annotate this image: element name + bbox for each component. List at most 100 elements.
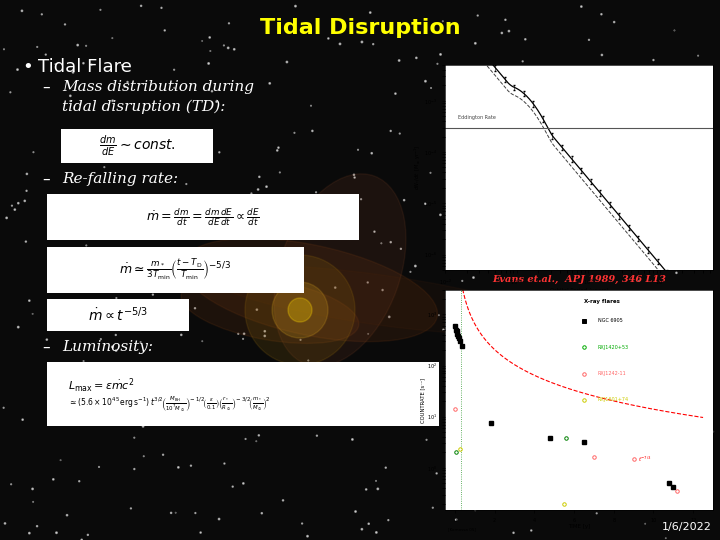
Point (697, 65, 708, 73)
Text: $\dot{m} = \frac{dm}{dt} = \frac{dm\,dE}{dE\,dt} \propto \frac{dE}{dt}$: $\dot{m} = \frac{dm}{dt} = \frac{dm\,dE}… (146, 206, 260, 228)
Point (95, 335, 107, 343)
Point (107, 342, 118, 351)
Point (27, 484, 38, 493)
Point (119, 270, 130, 279)
Point (435, 50, 446, 59)
Point (395, 245, 407, 253)
Circle shape (288, 298, 312, 322)
Text: X-ray flares: X-ray flares (585, 299, 620, 304)
Point (220, 225, 232, 233)
Point (690, 89, 702, 97)
Point (500, 16, 511, 24)
Point (233, 329, 244, 338)
Point (302, 356, 314, 365)
Point (253, 172, 265, 181)
Point (658, 480, 670, 488)
Point (363, 519, 374, 528)
Point (204, 33, 215, 42)
Point (640, 359, 652, 367)
Point (61, 511, 73, 519)
Point (652, 258, 663, 266)
Point (528, 493, 539, 502)
Point (410, 262, 421, 271)
Point (174, 262, 185, 271)
Point (154, 372, 166, 380)
Point (591, 509, 603, 518)
Point (159, 26, 171, 35)
Point (575, 2, 587, 11)
Point (167, 285, 179, 294)
Point (642, 299, 653, 307)
Point (176, 330, 187, 339)
Point (294, 335, 306, 344)
Point (468, 273, 480, 282)
Point (607, 91, 618, 100)
Text: 1/6/2022: 1/6/2022 (662, 522, 712, 532)
Text: –: – (42, 172, 50, 187)
Point (405, 267, 416, 276)
Point (443, 422, 454, 430)
Point (62, 283, 73, 292)
Point (577, 109, 589, 117)
Point (626, 468, 637, 476)
Point (258, 364, 269, 373)
Point (581, 262, 593, 271)
Point (174, 150, 186, 158)
Point (41, 335, 53, 344)
Point (398, 196, 410, 205)
Point (509, 480, 521, 489)
Point (180, 411, 192, 420)
Point (27, 309, 38, 318)
Point (201, 141, 212, 150)
Point (55, 456, 66, 464)
FancyBboxPatch shape (61, 129, 213, 163)
Point (12, 199, 24, 207)
Point (451, 152, 463, 160)
X-axis label: TIME [y]: TIME [y] (568, 524, 590, 529)
Point (27, 497, 39, 506)
Text: Mass distribution during
tidal disruption (TD):: Mass distribution during tidal disruptio… (62, 80, 254, 114)
Point (36, 10, 48, 19)
Point (346, 435, 358, 444)
Point (158, 281, 170, 289)
Point (189, 304, 201, 313)
Text: Evans et.al.,  APJ 1989, 346 L13: Evans et.al., APJ 1989, 346 L13 (492, 275, 666, 284)
Ellipse shape (181, 276, 359, 343)
Point (362, 278, 374, 287)
Point (559, 168, 571, 177)
Point (673, 311, 685, 320)
Point (368, 20, 379, 29)
Point (639, 519, 651, 528)
Point (181, 180, 192, 188)
Point (649, 415, 660, 423)
Point (94, 463, 105, 471)
Point (542, 198, 554, 206)
Point (310, 188, 322, 197)
Point (385, 238, 397, 246)
Point (577, 96, 588, 104)
Point (514, 125, 526, 134)
Point (664, 399, 675, 407)
Point (213, 515, 225, 523)
FancyBboxPatch shape (47, 194, 359, 240)
Point (616, 73, 627, 82)
Point (277, 496, 289, 505)
Point (633, 377, 644, 386)
Point (582, 455, 594, 463)
X-axis label: Orbital Period (years): Orbital Period (years) (549, 288, 608, 293)
Point (289, 129, 300, 137)
Point (5, 480, 17, 489)
Point (129, 465, 140, 474)
Point (173, 463, 184, 472)
Point (367, 40, 379, 49)
Point (117, 372, 129, 381)
Point (264, 267, 276, 276)
Point (495, 192, 507, 201)
Point (302, 402, 314, 411)
Point (469, 506, 481, 515)
Point (456, 276, 468, 285)
Point (32, 43, 43, 51)
Point (259, 332, 271, 340)
Point (273, 143, 284, 152)
Point (168, 65, 180, 74)
